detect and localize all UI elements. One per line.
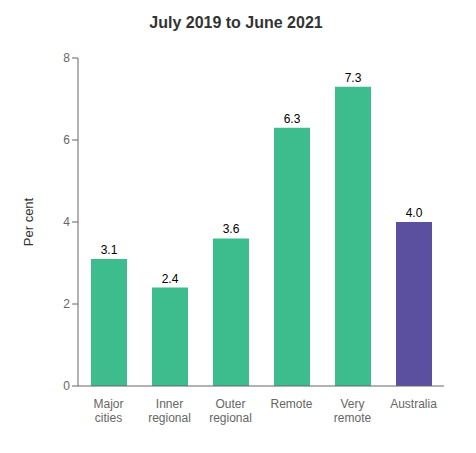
html-text:July 2019 to June 2021: July 2019 to June 2021: [149, 14, 323, 31]
svg-text:3.6: 3.6: [223, 222, 240, 236]
svg-text:2.4: 2.4: [162, 272, 179, 286]
svg-text:4.0: 4.0: [406, 206, 423, 220]
svg-text:Majorcities: Majorcities: [93, 397, 123, 425]
svg-text:Innerregional: Innerregional: [148, 397, 191, 425]
svg-text:Per cent: Per cent: [21, 197, 36, 246]
svg-text:6: 6: [63, 133, 70, 147]
svg-text:4: 4: [63, 215, 70, 229]
svg-text:2: 2: [63, 297, 70, 311]
svg-text:3.1: 3.1: [101, 243, 118, 257]
svg-text:7.3: 7.3: [345, 71, 362, 85]
svg-text:8: 8: [63, 51, 70, 65]
svg-text:Australia: Australia: [390, 397, 437, 411]
svg-text:0: 0: [63, 379, 70, 393]
svg-text:Veryremote: Veryremote: [334, 397, 372, 425]
svg-text:Remote: Remote: [270, 397, 312, 411]
svg-text:Outerregional: Outerregional: [209, 397, 252, 425]
svg-text:6.3: 6.3: [284, 112, 301, 126]
